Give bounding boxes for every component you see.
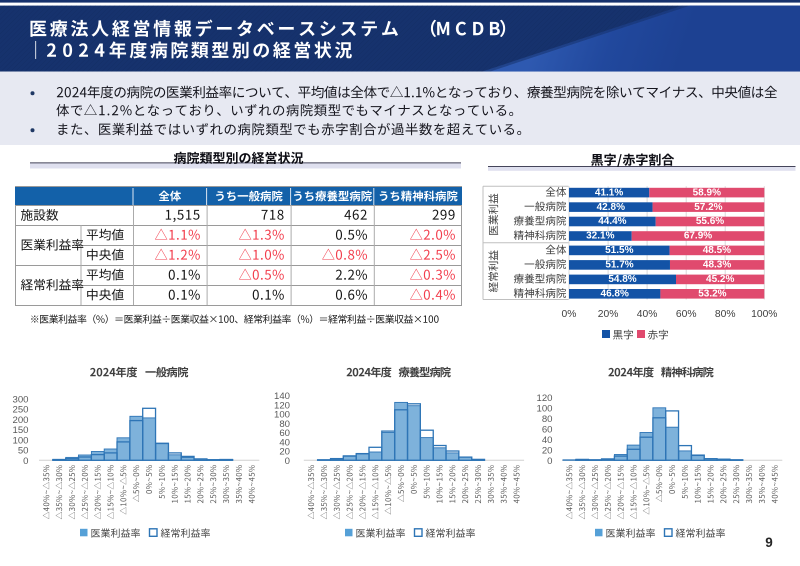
svg-text:100: 100 [12, 435, 28, 446]
svg-text:0%: 0% [562, 309, 577, 320]
svg-text:58.9%: 58.9% [693, 187, 721, 198]
svg-text:0: 0 [23, 456, 28, 467]
svg-text:100%: 100% [751, 309, 777, 320]
svg-text:20: 20 [542, 445, 553, 456]
svg-text:45.2%: 45.2% [706, 274, 734, 285]
svg-text:20%: 20% [598, 309, 619, 320]
svg-text:46.8%: 46.8% [601, 289, 629, 300]
svg-text:80%: 80% [715, 309, 736, 320]
svg-text:40%: 40% [637, 309, 658, 320]
svg-text:40: 40 [279, 437, 290, 448]
svg-text:0: 0 [285, 456, 290, 467]
svg-text:41.1%: 41.1% [595, 187, 623, 198]
svg-text:300: 300 [12, 394, 28, 405]
svg-text:67.9%: 67.9% [684, 231, 712, 242]
svg-text:53.2%: 53.2% [698, 289, 726, 300]
svg-text:100: 100 [274, 410, 290, 421]
svg-text:51.5%: 51.5% [605, 245, 633, 256]
svg-text:140: 140 [274, 391, 290, 402]
svg-text:50: 50 [18, 446, 29, 457]
svg-text:48.5%: 48.5% [703, 245, 731, 256]
svg-text:200: 200 [12, 415, 28, 426]
svg-text:60: 60 [279, 428, 290, 439]
svg-text:120: 120 [536, 393, 552, 404]
svg-text:80: 80 [279, 419, 290, 430]
svg-text:40: 40 [542, 435, 553, 446]
svg-text:80: 80 [542, 414, 553, 425]
svg-text:42.8%: 42.8% [597, 202, 625, 213]
svg-text:60%: 60% [676, 309, 697, 320]
svg-text:60: 60 [542, 424, 553, 435]
svg-text:55.6%: 55.6% [696, 216, 724, 227]
svg-text:44.4%: 44.4% [598, 216, 626, 227]
svg-text:100: 100 [536, 403, 552, 414]
svg-text:57.2%: 57.2% [694, 202, 722, 213]
svg-text:250: 250 [12, 405, 28, 416]
svg-text:32.1%: 32.1% [586, 231, 614, 242]
svg-text:48.3%: 48.3% [703, 260, 731, 271]
svg-text:0: 0 [547, 456, 552, 467]
svg-text:54.8%: 54.8% [608, 274, 636, 285]
svg-text:120: 120 [274, 400, 290, 411]
svg-text:150: 150 [12, 425, 28, 436]
svg-text:51.7%: 51.7% [605, 260, 633, 271]
svg-text:20: 20 [279, 447, 290, 458]
svg-text:9: 9 [765, 535, 773, 550]
